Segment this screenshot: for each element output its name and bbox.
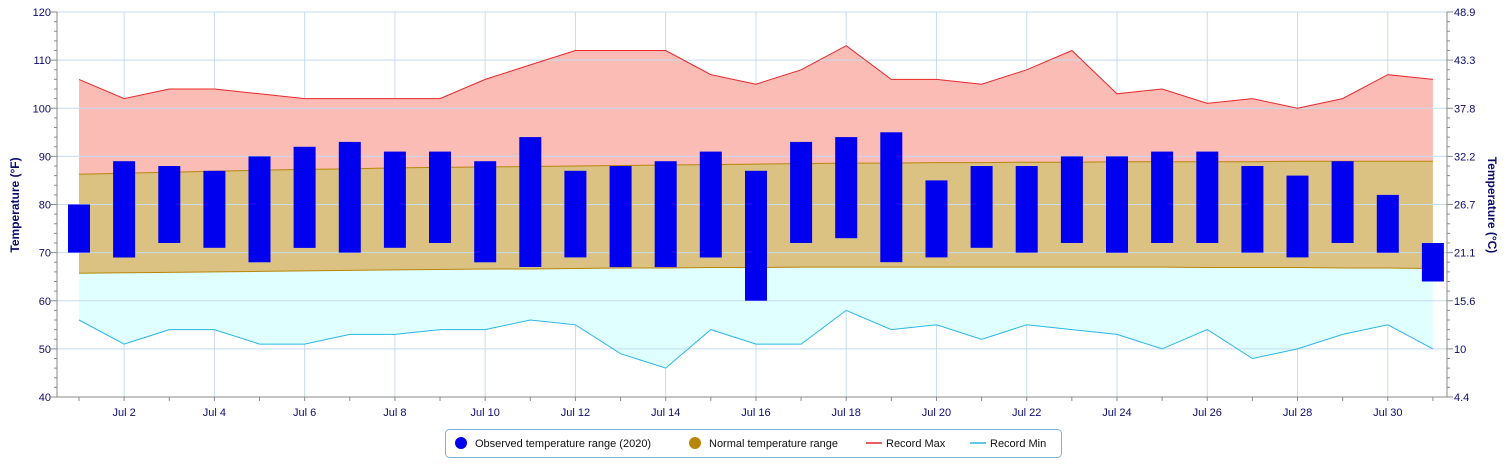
observed-bar (925, 180, 948, 258)
x-tick-label: Jul 26 (1193, 407, 1222, 419)
observed-bar (1060, 156, 1083, 243)
y-tick-label-left: 70 (39, 248, 51, 260)
observed-bar (519, 137, 542, 267)
x-tick-label: Jul 18 (832, 407, 861, 419)
x-tick-label: Jul 28 (1283, 407, 1312, 419)
observed-bars (68, 132, 1444, 301)
observed-bar (970, 166, 993, 248)
x-tick-label: Jul 24 (1102, 407, 1131, 419)
observed-bar (1196, 151, 1219, 243)
observed-bar (1286, 175, 1309, 258)
observed-bar (835, 137, 858, 239)
axes: 40 4.4 50 10 60 15.6 70 21.1 80 26.7 90 32.2 100 37.8… (33, 7, 1476, 419)
observed-bar (745, 170, 767, 301)
y-tick-label-left: 50 (39, 344, 51, 356)
observed-bar (338, 141, 361, 253)
record-min-line (78, 309, 1434, 369)
y-tick-label-right: 26.7 (1454, 200, 1475, 212)
observed-bar (1241, 166, 1264, 253)
legend-box (445, 429, 1062, 458)
observed-bar (654, 161, 677, 268)
y-axis-title-left: Temperature (°F) (8, 157, 22, 252)
observed-bar (1015, 166, 1038, 253)
observed-bar (474, 161, 497, 263)
x-tick-label: Jul 8 (383, 407, 406, 419)
observed-bar (1331, 161, 1354, 243)
y-tick-label-left: 60 (39, 296, 51, 308)
x-tick-label: Jul 22 (1012, 407, 1041, 419)
y-tick-label-right: 48.9 (1454, 7, 1475, 19)
x-tick-label: Jul 12 (561, 407, 590, 419)
y-tick-label-right: 10 (1454, 344, 1466, 356)
x-tick-label: Jul 16 (741, 407, 770, 419)
y-tick-label-left: 90 (39, 151, 51, 163)
y-tick-label-left: 40 (39, 392, 51, 404)
y-tick-label-left: 110 (33, 55, 51, 67)
observed-bar (1106, 156, 1128, 253)
observed-bar (429, 151, 451, 243)
record-min-area (79, 267, 1433, 369)
legend: Observed temperature range (2020) Normal … (445, 429, 1062, 458)
x-tick-label: Jul 4 (203, 407, 226, 419)
observed-bar (1151, 151, 1174, 243)
y-tick-label-right: 21.1 (1454, 248, 1475, 260)
observed-bar (293, 146, 316, 248)
x-tick-label: Jul 6 (293, 407, 316, 419)
record-max-line (78, 45, 1433, 109)
y-tick-label-left: 80 (39, 200, 51, 212)
y-tick-label-right: 43.3 (1454, 55, 1475, 67)
y-tick-label-right: 4.4 (1454, 392, 1469, 404)
legend-label: Normal temperature range (709, 438, 838, 450)
observed-bar (158, 166, 181, 243)
observed-bar (203, 170, 226, 248)
observed-bar (1376, 194, 1399, 253)
y-tick-label-left: 100 (33, 103, 51, 115)
record-lines (78, 45, 1434, 369)
observed-bar (609, 166, 632, 268)
observed-bar (113, 161, 136, 258)
x-tick-label: Jul 2 (113, 407, 136, 419)
observed-bar (1421, 243, 1444, 282)
y-tick-label-right: 32.2 (1454, 151, 1475, 163)
record-max-area (79, 45, 1433, 175)
observed-bar (248, 156, 271, 263)
observed-bar (68, 204, 90, 253)
legend-label: Observed temperature range (2020) (475, 438, 651, 450)
x-tick-label: Jul 20 (922, 407, 951, 419)
y-tick-label-right: 37.8 (1454, 103, 1475, 115)
legend-marker-circle (689, 437, 701, 449)
observed-bar (880, 132, 903, 263)
legend-marker-circle (455, 437, 467, 449)
x-tick-label: Jul 14 (651, 407, 680, 419)
observed-bar (383, 151, 406, 248)
y-axis-title-right: Temperature (°C) (1485, 157, 1499, 254)
observed-bar (790, 141, 813, 243)
x-tick-label: Jul 30 (1373, 407, 1402, 419)
x-tick-label: Jul 10 (470, 407, 499, 419)
observed-bar (699, 151, 722, 258)
y-tick-label-left: 120 (33, 7, 51, 19)
legend-label: Record Min (990, 438, 1046, 450)
observed-bar (564, 170, 587, 258)
legend-label: Record Max (886, 438, 946, 450)
y-tick-label-right: 15.6 (1454, 296, 1475, 308)
